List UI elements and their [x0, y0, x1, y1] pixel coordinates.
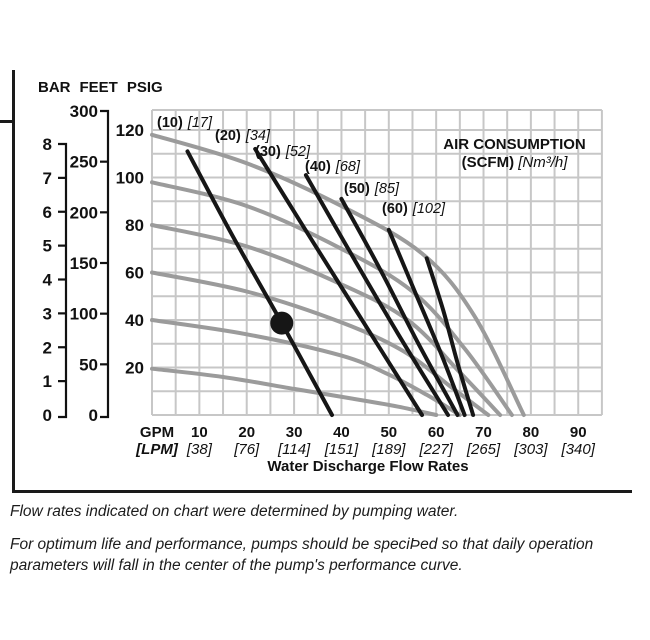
bar-tick-labels: 8 7 6 5 4 3 2 1 0	[43, 135, 53, 425]
gpm-tick-label: 10	[191, 424, 208, 441]
tick-label: 1	[43, 372, 52, 391]
discharge-pressure-20psig	[150, 366, 439, 417]
gpm-tick-label: 30	[286, 424, 303, 441]
lpm-tick-label: [265]	[466, 441, 501, 458]
tick-label: 5	[43, 237, 52, 256]
air-curve-label: (30) [52]	[255, 144, 311, 160]
tick-label: 60	[125, 264, 144, 283]
air-consumption-curves	[185, 147, 476, 417]
tick-label: 7	[43, 169, 52, 188]
footnote-1: Flow rates indicated on chart were deter…	[10, 503, 459, 520]
air-curve-label: (50) [85]	[344, 181, 400, 197]
discharge-pressure-100psig	[150, 180, 514, 417]
tick-label: 4	[43, 271, 53, 290]
x-axis-title: Water Discharge Flow Rates	[267, 458, 468, 475]
air-curve-20scfm	[253, 147, 424, 417]
gpm-axis-labels: GPM[LPM] 10[38] 20[76] 30[114] 40[151] 50[189…	[135, 424, 596, 458]
tick-label: 20	[125, 359, 144, 378]
air-consumption-legend: AIR CONSUMPTION (SCFM) [Nm³/h]	[432, 136, 597, 172]
tick-label: 3	[43, 304, 52, 323]
lpm-unit-label: [LPM]	[135, 441, 179, 458]
gpm-tick-label: 90	[570, 424, 587, 441]
air-curve-labels: (10) [17](20) [34](30) [52](40) [68] (50) [85]…	[157, 115, 446, 217]
tick-label: 0	[89, 406, 98, 425]
lpm-tick-label: [38]	[186, 441, 213, 458]
tick-label: 0	[43, 406, 52, 425]
psig-tick-labels: 120 100 80 60 40 20	[116, 121, 144, 378]
gpm-tick-label: 40	[333, 424, 350, 441]
tick-label: 80	[125, 216, 144, 235]
tick-label: 150	[70, 254, 98, 273]
legend-title: AIR CONSUMPTION	[443, 136, 586, 153]
tick-label: 6	[43, 203, 52, 222]
lpm-tick-label: [303]	[513, 441, 548, 458]
air-curve-label: (60) [102]	[382, 201, 446, 217]
gpm-unit-label: GPM	[140, 424, 174, 441]
tick-label: 300	[70, 102, 98, 121]
footnotes: Flow rates indicated on chart were deter…	[10, 502, 610, 589]
air-curve-10scfm	[185, 149, 334, 417]
gpm-tick-label: 80	[523, 424, 540, 441]
discharge-pressure-60psig	[150, 270, 491, 417]
gpm-tick-label: 70	[475, 424, 492, 441]
tick-label: 100	[116, 169, 144, 188]
tick-label: 2	[43, 338, 52, 357]
lpm-tick-label: [151]	[324, 441, 359, 458]
tick-label: 40	[125, 311, 144, 330]
psig-axis-header: PSIG	[126, 79, 163, 96]
frame-left-border	[12, 70, 15, 492]
lpm-tick-label: [227]	[418, 441, 453, 458]
lpm-tick-label: [114]	[277, 441, 311, 458]
discharge-pressure-40psig	[150, 318, 462, 417]
legend-unit-nm3h: [Nm³/h]	[518, 154, 568, 171]
air-curve-60scfm	[424, 256, 476, 417]
air-curve-label: (20) [34]	[215, 128, 271, 144]
footnote-2: For optimum life and performance, pumps …	[10, 535, 594, 574]
tick-label: 100	[70, 305, 98, 324]
axis-bracket	[58, 142, 68, 419]
air-curve-30scfm	[303, 173, 450, 417]
tick-label: 50	[79, 355, 98, 374]
frame-bottom-border	[12, 490, 632, 493]
pressure-axis-headers: BAR FEET PSIG	[38, 79, 163, 96]
lpm-tick-label: [340]	[561, 441, 596, 458]
lpm-tick-label: [189]	[371, 441, 406, 458]
gpm-tick-label: 60	[428, 424, 445, 441]
feet-tick-labels: 300 250 200 150 100 50 0	[70, 102, 98, 425]
air-curve-40scfm	[339, 196, 460, 417]
air-curve-label: (10) [17]	[157, 115, 213, 131]
discharge-pressure-120psig	[150, 132, 526, 417]
gpm-tick-label: 20	[238, 424, 255, 441]
tick-label: 200	[70, 203, 98, 222]
axis-bracket	[100, 109, 110, 419]
gpm-tick-label: 50	[380, 424, 397, 441]
frame-left-stub	[0, 120, 12, 123]
air-curve-label: (40) [68]	[305, 159, 361, 175]
tick-label: 8	[43, 135, 52, 154]
lpm-tick-label: [76]	[233, 441, 260, 458]
tick-label: 250	[70, 153, 98, 172]
legend-unit-scfm: (SCFM)	[461, 154, 515, 171]
feet-axis-header: FEET	[79, 79, 118, 96]
tick-label: 120	[116, 121, 144, 140]
operating-point-dot	[270, 311, 294, 335]
air-curve-50scfm	[386, 227, 467, 417]
bar-axis-header: BAR	[38, 79, 71, 96]
